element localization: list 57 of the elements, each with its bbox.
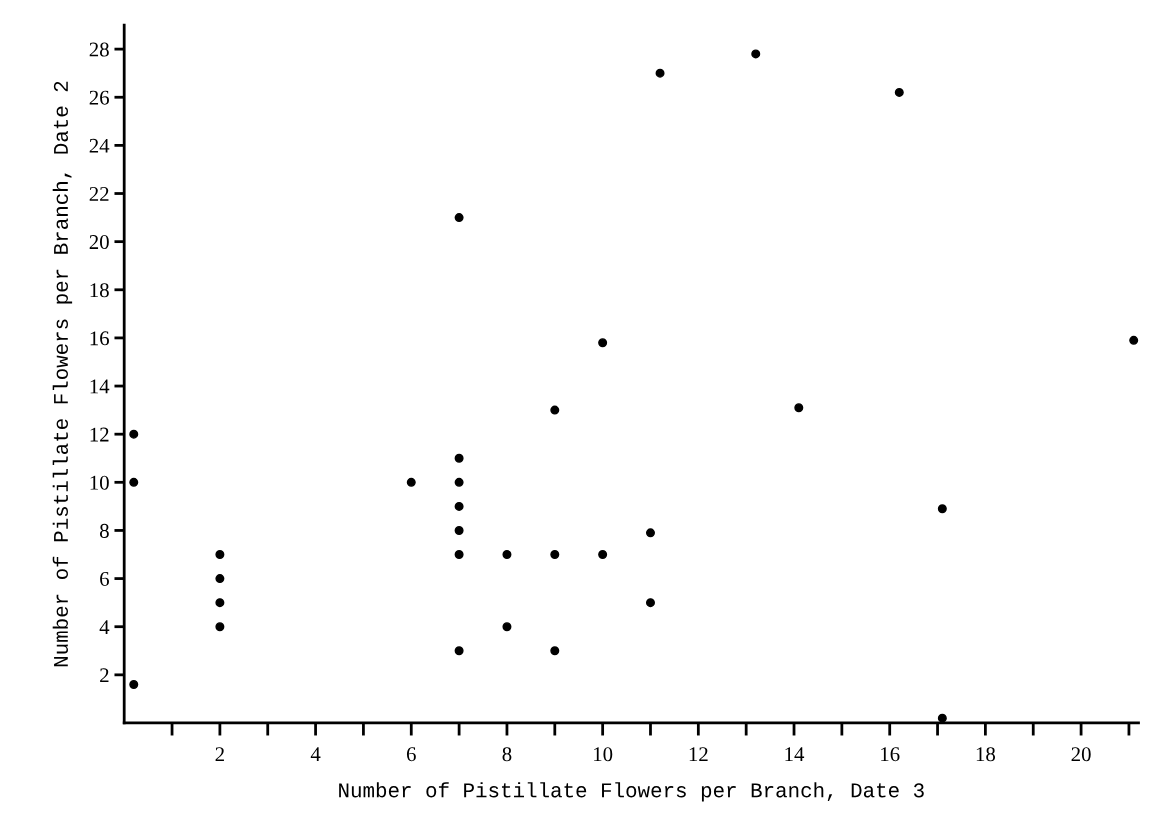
y-tick-label: 14 bbox=[90, 379, 110, 394]
point bbox=[129, 679, 139, 689]
y-tick-label: 16 bbox=[90, 331, 109, 346]
x-tick-label: 10 bbox=[594, 747, 613, 762]
x-tick-label: 2 bbox=[215, 747, 224, 762]
x-tick-label: 16 bbox=[881, 747, 900, 762]
point bbox=[502, 550, 512, 560]
x-tick-label: 12 bbox=[689, 747, 708, 762]
y-tick-label: 12 bbox=[90, 427, 109, 442]
point bbox=[215, 550, 225, 560]
point bbox=[550, 405, 560, 415]
point bbox=[645, 528, 655, 538]
point bbox=[1129, 335, 1139, 345]
point bbox=[655, 68, 665, 78]
point bbox=[550, 646, 560, 656]
point bbox=[794, 403, 804, 413]
y-tick-label: 20 bbox=[89, 235, 109, 250]
y-tick-label: 6 bbox=[100, 572, 109, 587]
y-tick-label: 26 bbox=[89, 90, 109, 105]
y-axis-title: Number of Pistillate Flowers per Branch, Date 2 bbox=[52, 81, 73, 667]
point bbox=[215, 622, 225, 632]
point bbox=[454, 646, 464, 656]
y-tick-label: 28 bbox=[89, 42, 109, 57]
point bbox=[502, 622, 512, 632]
y-tick-label: 4 bbox=[99, 620, 110, 634]
point bbox=[598, 338, 608, 348]
point bbox=[129, 429, 139, 439]
point bbox=[454, 501, 464, 511]
x-tick-label: 20 bbox=[1071, 747, 1091, 762]
point bbox=[894, 87, 904, 97]
point bbox=[645, 598, 655, 608]
point bbox=[937, 504, 947, 514]
point bbox=[215, 598, 225, 608]
point bbox=[454, 477, 464, 487]
point bbox=[454, 525, 464, 535]
point bbox=[406, 477, 416, 487]
point bbox=[454, 453, 464, 463]
point bbox=[454, 550, 464, 560]
y-tick-label: 22 bbox=[89, 186, 109, 201]
y-tick-label: 8 bbox=[99, 523, 109, 538]
x-tick-label: 18 bbox=[976, 747, 996, 762]
x-tick-label: 6 bbox=[406, 747, 416, 762]
point bbox=[129, 477, 139, 487]
y-tick-label: 24 bbox=[89, 138, 110, 153]
y-tick-label: 18 bbox=[90, 283, 109, 298]
point bbox=[550, 550, 560, 560]
point bbox=[598, 550, 608, 560]
x-tick-label: 8 bbox=[502, 747, 512, 762]
x-tick-label: 4 bbox=[310, 747, 321, 762]
point bbox=[751, 49, 761, 59]
y-tick-label: 10 bbox=[90, 475, 109, 490]
point bbox=[215, 574, 225, 584]
point bbox=[454, 213, 464, 223]
y-tick-label: 2 bbox=[100, 668, 109, 683]
point bbox=[937, 713, 947, 723]
x-tick-label: 14 bbox=[785, 747, 805, 762]
x-axis-title: Number of Pistillate Flowers per Branch, Date 3 bbox=[339, 782, 924, 802]
